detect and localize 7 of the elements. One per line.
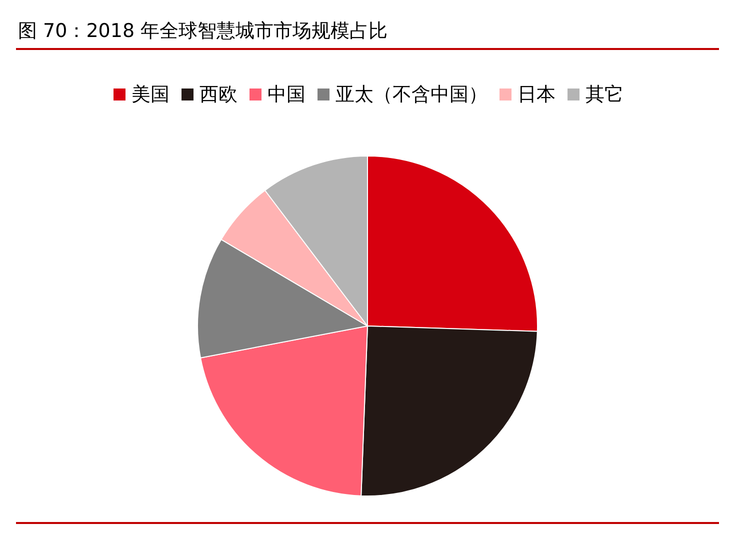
legend-label: 其它 — [586, 84, 624, 106]
legend-label: 美国 — [132, 84, 170, 106]
legend-label: 西欧 — [200, 84, 238, 106]
legend-label: 亚太（不含中国） — [336, 84, 488, 106]
legend-label: 日本 — [518, 84, 556, 106]
legend-label: 中国 — [268, 84, 306, 106]
chart-title: 图 70：2018 年全球智慧城市市场规模占比 — [18, 19, 388, 44]
